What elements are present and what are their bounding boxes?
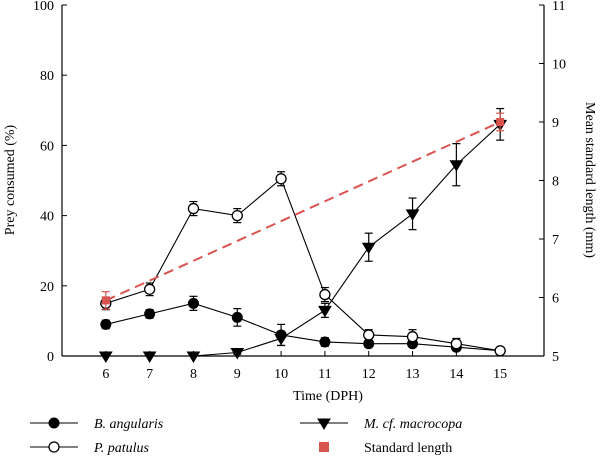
- legend-item: M. cf. macrocopa: [300, 417, 462, 432]
- legend-label: B. angularis: [94, 417, 164, 432]
- y-tick-label: 0: [47, 350, 54, 365]
- legend-item: P. patulus: [30, 441, 150, 456]
- data-point-square: [319, 442, 329, 452]
- y-tick-label: 80: [40, 69, 54, 84]
- legend-item: B. angularis: [30, 417, 164, 432]
- y-tick-label: 20: [40, 280, 54, 295]
- y-axis-title: Prey consumed (%): [3, 124, 18, 235]
- data-point-triangle: [361, 242, 376, 255]
- series-layer: [98, 107, 508, 363]
- series-standard-length: [101, 112, 505, 310]
- x-tick-label: 7: [146, 367, 153, 382]
- data-point-open-circle: [48, 441, 60, 453]
- x-tick-label: 9: [234, 367, 241, 382]
- series-line: [105, 302, 501, 352]
- x-tick-label: 8: [190, 367, 197, 382]
- legend-item: Standard length: [319, 441, 452, 456]
- data-point-open-circle: [450, 338, 463, 350]
- y2-tick-label: 5: [552, 350, 559, 365]
- x-tick-label: 13: [406, 367, 420, 382]
- data-point-square: [101, 296, 110, 305]
- axes: 6 7 8 9 10 11 12 13 14 15 0 20 40 60 80 100 5 6 7 8 9 10 11: [33, 0, 566, 382]
- legend-label: P. patulus: [93, 441, 150, 456]
- data-point-filled-circle: [144, 308, 156, 320]
- data-point-open-circle: [143, 283, 156, 295]
- x-tick-label: 11: [318, 367, 331, 382]
- y-tick-label: 100: [33, 0, 54, 14]
- x-tick-label: 6: [102, 367, 109, 382]
- data-point-triangle: [405, 209, 420, 221]
- data-point-filled-circle: [231, 311, 243, 323]
- y2-tick-label: 7: [552, 233, 559, 248]
- data-point-open-circle: [275, 173, 287, 185]
- y2-tick-label: 9: [552, 116, 559, 131]
- data-point-filled-circle: [319, 336, 331, 348]
- y-tick-label: 40: [40, 210, 54, 225]
- data-point-open-circle: [494, 345, 506, 357]
- series-0: [100, 295, 506, 357]
- data-point-triangle: [449, 160, 464, 172]
- data-point-triangle: [318, 305, 332, 318]
- x-tick-label: 14: [449, 367, 463, 382]
- legend-label: M. cf. macrocopa: [363, 417, 462, 432]
- series-line: [105, 123, 501, 357]
- legend: B. angularis M. cf. macrocopa P. patulus St…: [30, 417, 462, 456]
- data-point-filled-circle: [48, 417, 60, 429]
- series-1: [100, 171, 506, 357]
- data-point-square: [496, 118, 505, 126]
- data-point-triangle: [142, 351, 157, 363]
- data-point-open-circle: [406, 331, 419, 343]
- x-tick-label: 10: [274, 367, 288, 382]
- y2-tick-label: 6: [552, 292, 559, 307]
- series-line: [105, 177, 501, 352]
- data-point-triangle: [230, 347, 245, 360]
- data-point-open-circle: [187, 202, 200, 215]
- y-tick-label: 60: [40, 139, 54, 154]
- x-tick-label: 12: [362, 367, 376, 382]
- standard-length-line: [105, 121, 501, 302]
- data-point-triangle: [186, 351, 201, 363]
- y2-tick-label: 11: [552, 0, 565, 14]
- data-point-open-circle: [363, 329, 375, 341]
- data-point-filled-circle: [100, 318, 112, 330]
- data-point-filled-circle: [275, 329, 287, 341]
- legend-label: Standard length: [364, 441, 452, 456]
- y2-tick-label: 10: [552, 58, 566, 73]
- x-axis-title: Time (DPH): [293, 389, 363, 404]
- x-tick-label: 15: [493, 367, 507, 382]
- data-point-triangle: [317, 418, 331, 430]
- y2-axis-title: Mean standard length (mm): [582, 102, 597, 258]
- data-point-open-circle: [319, 288, 331, 301]
- data-point-triangle: [98, 351, 113, 363]
- data-point-open-circle: [231, 209, 243, 222]
- y2-tick-label: 8: [552, 175, 559, 190]
- data-point-filled-circle: [187, 297, 199, 309]
